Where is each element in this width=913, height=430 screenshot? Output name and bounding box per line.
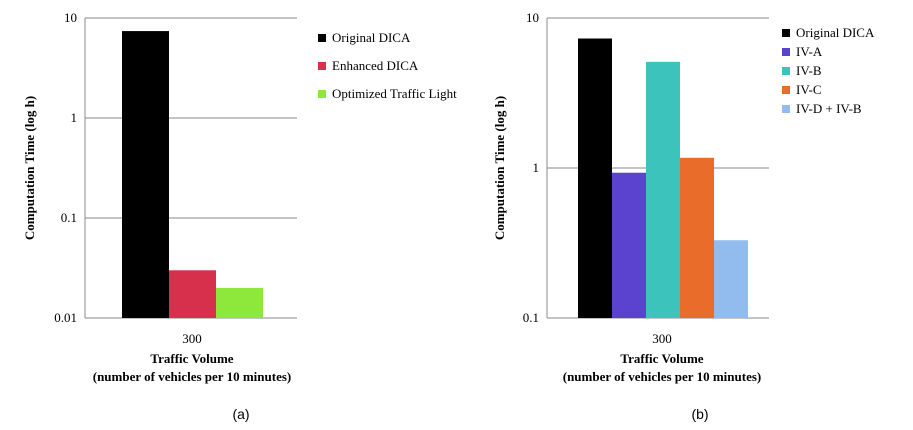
- chart-b-bar-iv-b: [646, 61, 680, 319]
- legend-label: Enhanced DICA: [332, 58, 419, 73]
- chart-b: 0.1 1 10 Computation Time (log h) 300 Traf…: [492, 10, 875, 422]
- chart-a-bar-enhanced-dica: [169, 270, 216, 318]
- chart-b-bars: [578, 38, 748, 319]
- legend-swatch: [782, 105, 790, 113]
- chart-b-xlabel-line2: (number of vehicles per 10 minutes): [563, 369, 761, 384]
- legend-label: Original DICA: [796, 25, 875, 40]
- chart-b-ytick-label: 10: [526, 10, 539, 25]
- legend-label: IV-B: [796, 63, 822, 78]
- chart-a-bar-optimized-traffic-light: [216, 287, 263, 318]
- chart-a-ytick-label: 0.01: [54, 310, 77, 325]
- legend-swatch: [782, 48, 790, 56]
- chart-b-xlabel-line1: Traffic Volume: [620, 351, 703, 366]
- chart-a-bars: [122, 31, 263, 318]
- chart-a-bar-original-dica: [122, 31, 169, 318]
- chart-b-ytick-label: 1: [533, 160, 540, 175]
- chart-a-legend: Original DICA Enhanced DICA Optimized Traf…: [318, 30, 457, 101]
- legend-label: Optimized Traffic Light: [332, 86, 457, 101]
- chart-b-legend: Original DICA IV-A IV-B IV-C IV-D + IV-B: [782, 25, 875, 116]
- chart-b-ylabel: Computation Time (log h): [492, 96, 507, 240]
- chart-b-bar-iv-a: [612, 172, 646, 318]
- chart-b-y-tick-labels: 0.1 1 10: [523, 10, 539, 325]
- chart-b-ytick-label: 0.1: [523, 310, 539, 325]
- chart-a-ylabel: Computation Time (log h): [22, 96, 37, 240]
- legend-swatch: [318, 62, 326, 70]
- legend-label: Original DICA: [332, 30, 411, 45]
- chart-a-category-label: 300: [182, 331, 202, 346]
- chart-a-ytick-label: 10: [64, 10, 77, 25]
- legend-swatch: [318, 34, 326, 42]
- chart-a-y-tick-labels: 0.01 0.1 1 10: [54, 10, 77, 325]
- chart-b-category-label: 300: [652, 331, 672, 346]
- chart-b-bar-original-dica: [578, 38, 612, 318]
- chart-b-caption: (b): [691, 406, 708, 422]
- chart-a-ytick-label: 1: [71, 110, 78, 125]
- chart-a-xlabel-line2: (number of vehicles per 10 minutes): [93, 369, 291, 384]
- chart-b-bar-iv-d-iv-b: [714, 240, 748, 318]
- legend-swatch: [318, 90, 326, 98]
- legend-swatch: [782, 86, 790, 94]
- legend-label: IV-C: [796, 82, 822, 97]
- legend-label: IV-D + IV-B: [796, 101, 862, 116]
- chart-b-bar-iv-c: [680, 157, 714, 318]
- legend-swatch: [782, 67, 790, 75]
- legend-swatch: [782, 29, 790, 37]
- chart-a-ytick-label: 0.1: [61, 210, 77, 225]
- chart-a-caption: (a): [232, 406, 249, 422]
- chart-a-xlabel-line1: Traffic Volume: [150, 351, 233, 366]
- legend-label: IV-A: [796, 44, 823, 59]
